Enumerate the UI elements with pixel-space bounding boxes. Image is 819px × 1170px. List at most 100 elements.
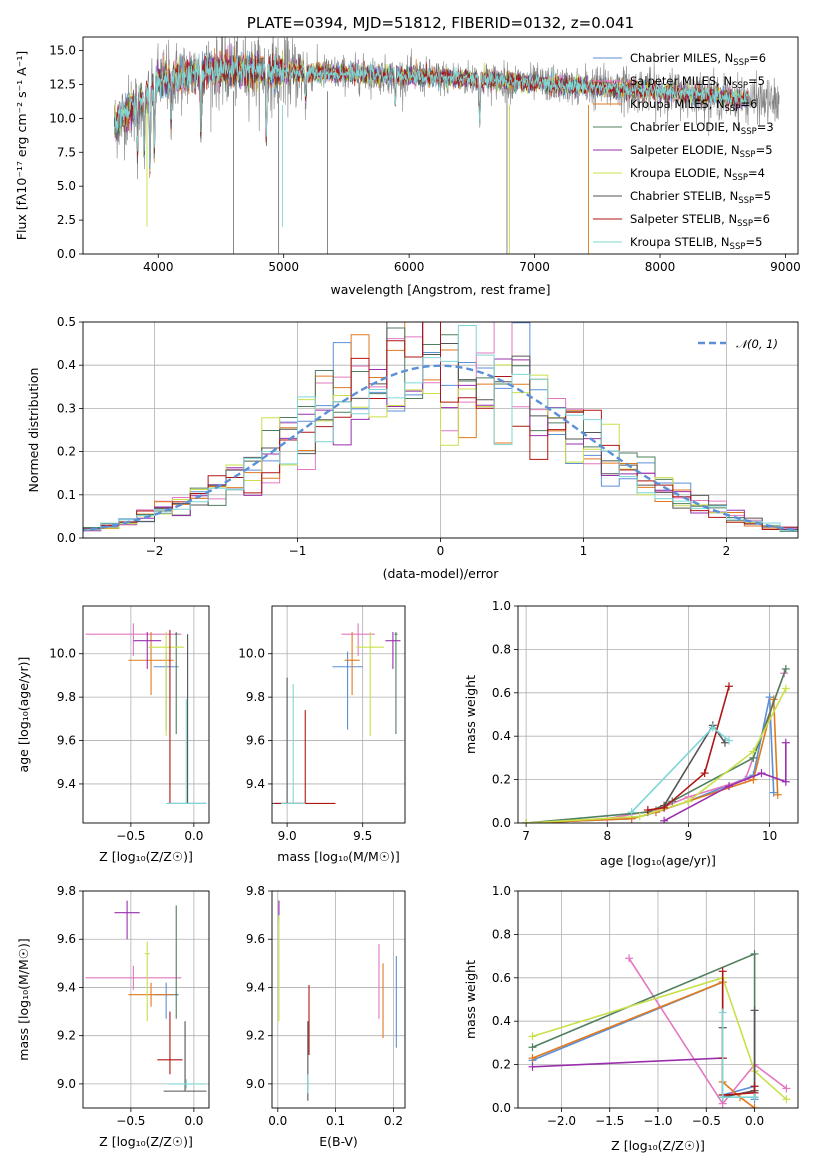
- y-tick-label: 0.4: [492, 729, 511, 743]
- legend-entry: 𝒩(0, 1): [736, 337, 778, 351]
- y-tick-label: 0.4: [57, 358, 76, 372]
- x-tick-label: −2: [146, 544, 164, 558]
- y-axis-label: Normed distribution: [26, 368, 41, 493]
- y-tick-label: 9.4: [246, 980, 265, 994]
- weight-series-salpeter_stelib: [643, 682, 734, 814]
- weight-series-kroupa_miles: [528, 978, 759, 1108]
- y-tick-label: 0.2: [492, 1058, 511, 1072]
- weight-series-chabrier_elodie: [522, 664, 790, 823]
- y-tick-label: 9.6: [57, 734, 76, 748]
- weight-series-kroupa_stelib: [718, 1008, 759, 1102]
- spectrum-panel: 4000 5000 6000 7000 8000 9000 0.0 2.5 5.0 7.5 10.0…: [14, 14, 801, 297]
- y-tick-label: 2.5: [57, 213, 76, 227]
- y-tick-label: 0.8: [492, 642, 511, 656]
- y-tick-label: 9.0: [57, 1077, 76, 1091]
- y-tick-label: 5.0: [57, 179, 76, 193]
- grid: [83, 890, 209, 1108]
- errorbar-point-salpeter_miles: [85, 623, 182, 656]
- x-tick-label: −0.5: [692, 1114, 721, 1128]
- y-axis-label: mass weight: [463, 960, 478, 1039]
- errorbar-point-chabrier_elodie: [174, 905, 178, 1019]
- x-tick-label: −2.0: [547, 1114, 576, 1128]
- y-tick-label: 9.8: [57, 690, 76, 704]
- x-tick-label: 10: [762, 829, 777, 843]
- mass-vs-extinction-panel: 0.0 0.1 0.2 9.0 9.2 9.4 9.6 9.8 E(B-V): [246, 884, 406, 1149]
- y-tick-label: 0.2: [492, 773, 511, 787]
- x-tick-label: 5000: [268, 260, 299, 274]
- grid: [272, 890, 405, 1108]
- errorbar-point-chabrier_stelib: [163, 1021, 207, 1092]
- y-tick-label: 9.4: [57, 777, 76, 791]
- x-tick-label: 8: [603, 829, 611, 843]
- weight-series-salpeter_elodie: [660, 738, 790, 823]
- grid: [518, 890, 798, 1109]
- age-vs-metallicity-panel: −0.5 0.0 9.4 9.6 9.8 10.0 Z [log₁₀(Z/Z☉)] age […: [16, 605, 210, 864]
- errorbar-point-kroupa_elodie: [356, 632, 384, 737]
- y-tick-label: 0.0: [492, 1101, 511, 1115]
- x-axis-label: Z [log₁₀(Z/Z☉)]: [611, 1138, 705, 1153]
- x-axis-label: (data-model)/error: [383, 566, 500, 581]
- x-axis-label: E(B-V): [319, 1134, 358, 1149]
- y-tick-label: 0.6: [492, 686, 511, 700]
- errorbar-point-salpeter_stelib: [157, 1011, 183, 1075]
- y-axis-label: Flux [fλ10⁻¹⁷ erg cm⁻² s⁻¹ A⁻¹]: [14, 51, 29, 240]
- x-tick-label: 9000: [770, 260, 801, 274]
- y-tick-label: 1.0: [492, 599, 511, 613]
- weight-series-salpeter_miles: [625, 954, 791, 1108]
- x-tick-label: 2: [723, 544, 731, 558]
- y-tick-label: 0.6: [492, 971, 511, 985]
- errorbar-point-kroupa_elodie: [144, 941, 150, 1022]
- legend-entry: Chabrier ELODIE, NSSP=3: [630, 120, 774, 137]
- errorbar-point-kroupa_miles: [344, 632, 360, 695]
- gaussian-curve: [83, 364, 798, 532]
- y-tick-label: 9.2: [57, 1029, 76, 1043]
- weight-series-chabrier_elodie: [528, 949, 759, 1102]
- mass-vs-metallicity-panel: −0.5 0.0 9.0 9.2 9.4 9.6 9.8 Z [log₁₀(Z/Z☉)] mas…: [16, 884, 210, 1149]
- x-tick-label: 1: [580, 544, 588, 558]
- weight-series-chabrier_miles: [528, 978, 759, 1104]
- chart-title: PLATE=0394, MJD=51812, FIBERID=0132, z=0…: [247, 14, 634, 32]
- errorbar-point-salpeter_stelib: [168, 629, 172, 805]
- x-tick-label: 9.0: [278, 829, 297, 843]
- x-axis-label: mass [log₁₀(M/M☉)]: [277, 849, 399, 864]
- weight-series-salpeter_stelib: [718, 967, 759, 1099]
- x-axis-label: wavelength [Angstrom, rest frame]: [330, 282, 550, 297]
- errorbar-point-chabrier_miles: [332, 651, 363, 730]
- weight-series-chabrier_miles: [522, 693, 778, 823]
- y-tick-label: 0.2: [57, 445, 76, 459]
- x-tick-label: 9.5: [353, 829, 372, 843]
- y-tick-label: 9.6: [57, 932, 76, 946]
- x-tick-label: −0.5: [116, 829, 145, 843]
- x-tick-label: 4000: [143, 260, 174, 274]
- legend: Chabrier MILES, NSSP=6 Salpeter MILES, NS…: [593, 51, 774, 252]
- errorbar-point-kroupa_stelib: [167, 1079, 206, 1089]
- y-tick-label: 9.0: [246, 1077, 265, 1091]
- legend-entry: Chabrier STELIB, NSSP=5: [630, 189, 771, 206]
- y-tick-label: 0.4: [492, 1014, 511, 1028]
- x-tick-label: 0.0: [184, 829, 203, 843]
- x-tick-label: 7000: [519, 260, 550, 274]
- x-tick-label: 0.0: [268, 1114, 287, 1128]
- y-tick-label: 0.5: [57, 315, 76, 329]
- errorbar-point-salpeter_elodie: [114, 900, 140, 940]
- grid: [518, 605, 798, 824]
- x-tick-label: 0.0: [745, 1114, 764, 1128]
- y-tick-label: 0.8: [492, 927, 511, 941]
- y-tick-label: 9.4: [57, 980, 76, 994]
- y-tick-label: 9.8: [246, 884, 265, 898]
- residuals-panel: −2 −1 0 1 2 0.0 0.1 0.2 0.3 0.4 0.5 (data-model)/er…: [26, 315, 799, 581]
- x-axis-label: Z [log₁₀(Z/Z☉)]: [99, 849, 193, 864]
- errorbar-point-chabrier_miles: [153, 982, 179, 1019]
- residual-histogram-kroupa_stelib: [83, 325, 798, 533]
- legend-entry: Chabrier MILES, NSSP=6: [630, 51, 766, 68]
- model-spectrum-kroupa_stelib: [114, 45, 749, 168]
- y-axis-label: age [log₁₀(age/yr)]: [16, 657, 31, 773]
- errorbar-point-salpeter_miles: [85, 965, 182, 990]
- x-tick-label: −1: [289, 544, 307, 558]
- y-tick-label: 1.0: [492, 884, 511, 898]
- errorbar-point-chabrier_elodie: [174, 632, 178, 735]
- errorbar-point-salpeter_stelib: [275, 710, 336, 805]
- y-tick-label: 0.0: [492, 816, 511, 830]
- y-tick-label: 12.5: [49, 77, 76, 91]
